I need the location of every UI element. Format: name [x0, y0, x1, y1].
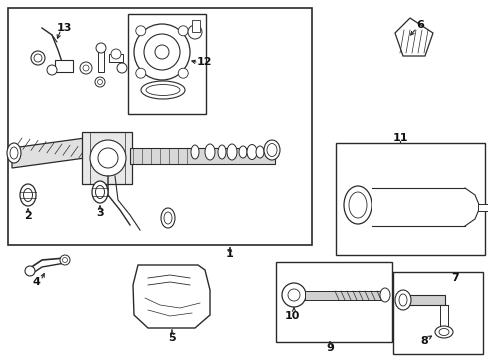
- Ellipse shape: [10, 147, 18, 159]
- Ellipse shape: [434, 326, 452, 338]
- Text: 7: 7: [450, 273, 458, 283]
- Bar: [399, 295, 444, 305]
- Text: 12: 12: [196, 57, 211, 67]
- Circle shape: [187, 25, 202, 39]
- Ellipse shape: [239, 146, 246, 158]
- Ellipse shape: [438, 328, 448, 336]
- Ellipse shape: [23, 189, 32, 202]
- Circle shape: [60, 255, 70, 265]
- Ellipse shape: [191, 145, 199, 159]
- Ellipse shape: [264, 140, 280, 160]
- Circle shape: [25, 266, 35, 276]
- Ellipse shape: [256, 146, 264, 158]
- Circle shape: [34, 54, 42, 62]
- Ellipse shape: [161, 208, 175, 228]
- Ellipse shape: [146, 85, 180, 95]
- Circle shape: [282, 283, 305, 307]
- Polygon shape: [12, 138, 85, 168]
- Text: 13: 13: [56, 23, 72, 33]
- Circle shape: [134, 24, 190, 80]
- Circle shape: [97, 80, 102, 85]
- Ellipse shape: [379, 288, 389, 302]
- Text: 5: 5: [168, 333, 176, 343]
- Text: 3: 3: [96, 208, 103, 218]
- Circle shape: [62, 257, 67, 262]
- Text: 10: 10: [284, 311, 299, 321]
- Bar: [335, 143, 484, 255]
- Text: 9: 9: [325, 343, 333, 353]
- Circle shape: [80, 62, 92, 74]
- Bar: [109, 54, 123, 62]
- Bar: [82, 132, 132, 184]
- Ellipse shape: [7, 143, 21, 163]
- Bar: [371, 188, 466, 226]
- Ellipse shape: [95, 185, 104, 198]
- Circle shape: [136, 68, 145, 78]
- Bar: [275, 262, 391, 342]
- Circle shape: [143, 34, 180, 70]
- Ellipse shape: [246, 144, 257, 159]
- Ellipse shape: [348, 192, 366, 218]
- Circle shape: [96, 43, 106, 53]
- Text: 1: 1: [225, 249, 233, 259]
- Circle shape: [178, 26, 188, 36]
- Circle shape: [111, 49, 121, 59]
- Bar: [439, 305, 447, 330]
- Polygon shape: [133, 265, 209, 328]
- Ellipse shape: [226, 144, 237, 160]
- Circle shape: [83, 65, 89, 71]
- Ellipse shape: [343, 186, 371, 224]
- Text: 8: 8: [419, 336, 427, 346]
- Circle shape: [98, 148, 118, 168]
- Bar: [130, 148, 274, 164]
- Circle shape: [117, 63, 127, 73]
- Circle shape: [287, 289, 299, 301]
- Ellipse shape: [20, 184, 36, 206]
- Bar: [128, 14, 205, 114]
- Bar: [477, 204, 488, 211]
- Text: 6: 6: [415, 20, 423, 30]
- Text: 4: 4: [32, 277, 40, 287]
- Bar: [8, 8, 311, 245]
- Circle shape: [155, 45, 169, 59]
- Circle shape: [31, 51, 45, 65]
- Ellipse shape: [141, 81, 184, 99]
- Ellipse shape: [218, 145, 225, 159]
- Circle shape: [47, 65, 57, 75]
- Bar: [305, 291, 382, 300]
- Ellipse shape: [394, 290, 410, 310]
- Polygon shape: [394, 18, 432, 56]
- Bar: [98, 50, 104, 72]
- Bar: [392, 272, 482, 354]
- Text: 2: 2: [24, 211, 32, 221]
- Ellipse shape: [266, 144, 276, 157]
- Ellipse shape: [163, 212, 172, 224]
- Text: 11: 11: [391, 133, 407, 143]
- Bar: [192, 20, 200, 32]
- Circle shape: [136, 26, 145, 36]
- Circle shape: [95, 77, 105, 87]
- Circle shape: [178, 68, 188, 78]
- Circle shape: [90, 140, 126, 176]
- Bar: [55, 60, 73, 72]
- Ellipse shape: [92, 181, 108, 203]
- Ellipse shape: [398, 294, 406, 306]
- Ellipse shape: [204, 144, 215, 160]
